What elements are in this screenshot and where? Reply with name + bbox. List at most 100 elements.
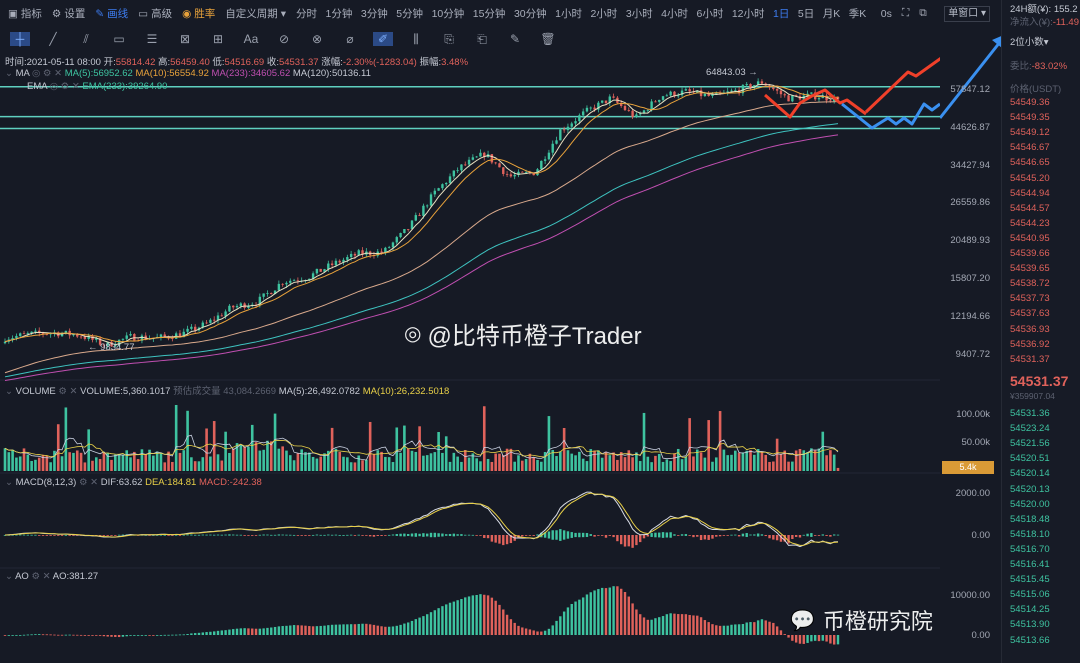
bookmark-icon[interactable]: ⎗ (477, 31, 487, 46)
ask-price[interactable]: 54539.65 (1010, 263, 1050, 275)
bid-price[interactable]: 54516.41 (1010, 559, 1050, 570)
crosshair-icon[interactable]: ┼ (10, 32, 30, 46)
period-tab[interactable]: 30分钟 (513, 8, 547, 20)
blue-arrow-path[interactable] (841, 102, 940, 130)
bid-price[interactable]: 54520.13 (1010, 483, 1050, 495)
ask-price[interactable]: 54549.35 (1010, 112, 1050, 124)
ask-price[interactable]: 54537.73 (1010, 293, 1050, 305)
bid-price[interactable]: 54531.36 (1010, 408, 1050, 419)
line-tool-icon[interactable]: ╱ (49, 32, 57, 46)
ask-price[interactable]: 54544.23 (1010, 217, 1050, 229)
period-tab[interactable]: 1分钟 (325, 8, 353, 20)
fullscreen-icon[interactable]: ⛶ (901, 7, 910, 19)
custom-period-dropdown[interactable]: 自定义周期 ▾ (225, 6, 286, 21)
gear-icon[interactable]: ⚙ (58, 386, 67, 397)
pattern-icon[interactable]: ⊠ (179, 32, 191, 46)
eye-icon[interactable]: ◎ (49, 81, 58, 92)
chart-canvas[interactable] (0, 0, 940, 663)
bid-price[interactable]: 54516.70 (1010, 543, 1050, 555)
period-tab[interactable]: 10分钟 (431, 8, 465, 20)
bid-price[interactable]: 54518.48 (1010, 513, 1050, 525)
macd-histogram-bar (794, 535, 798, 537)
ask-price[interactable]: 54544.57 (1010, 202, 1050, 214)
bars-icon[interactable]: ⫼ (413, 31, 419, 46)
period-tab[interactable]: 分时 (296, 8, 318, 20)
win-rate-button[interactable]: ◉ 胜率 (182, 6, 215, 21)
popout-icon[interactable]: ⧉ (919, 7, 927, 19)
ask-price[interactable]: 54549.12 (1010, 127, 1050, 139)
close-icon[interactable]: ✕ (42, 571, 51, 582)
bid-price[interactable]: 54520.14 (1010, 468, 1050, 480)
period-tab[interactable]: 5分钟 (396, 8, 424, 20)
ruler-icon[interactable]: ⌀ (346, 32, 354, 46)
drawing-button[interactable]: ✎ 画线 (95, 6, 128, 21)
rectangle-icon[interactable]: ▭ (113, 32, 125, 46)
ask-price[interactable]: 54545.20 (1010, 172, 1050, 184)
horizontal-lines-icon[interactable]: ☰ (146, 32, 158, 46)
bid-price[interactable]: 54513.66 (1010, 634, 1050, 646)
candle-body (349, 253, 353, 258)
red-arrow-up[interactable] (864, 36, 940, 114)
gear-icon[interactable]: ⚙ (31, 571, 40, 582)
close-icon[interactable]: ✕ (71, 81, 80, 92)
close-icon[interactable]: ✕ (54, 68, 63, 79)
bid-price[interactable]: 54520.00 (1010, 498, 1050, 510)
magnet-icon[interactable]: ⊘ (278, 32, 290, 46)
period-tab[interactable]: 4小时 (661, 8, 688, 20)
text-icon[interactable]: Aa (243, 32, 259, 46)
ask-price[interactable]: 54540.95 (1010, 232, 1050, 244)
amount-24h: 24H额(¥): 155.2 (1010, 4, 1078, 15)
advanced-button[interactable]: ▭ 高级 (138, 6, 172, 21)
eye-icon[interactable]: ◎ (31, 68, 41, 79)
indicators-button[interactable]: ▣ 指标 (8, 6, 42, 21)
bid-price[interactable]: 54515.45 (1010, 574, 1050, 586)
settings-button[interactable]: ⚙ 设置 (52, 6, 85, 21)
gear-icon[interactable]: ⚙ (42, 68, 52, 79)
drawn-arrows[interactable] (764, 32, 940, 130)
price-axis-label: 26559.86 (950, 197, 990, 209)
ask-price[interactable]: 54546.65 (1010, 157, 1050, 169)
bid-price[interactable]: 54513.90 (1010, 619, 1050, 631)
window-mode-dropdown[interactable]: 单窗口 ▾ (944, 5, 990, 22)
trash-icon[interactable]: 🗑 (540, 32, 556, 46)
period-tab[interactable]: 3分钟 (360, 8, 388, 20)
ask-price[interactable]: 54536.93 (1010, 323, 1050, 335)
bid-price[interactable]: 54521.56 (1010, 438, 1050, 450)
add-box-icon[interactable]: ⊞ (212, 32, 224, 46)
gear-icon[interactable]: ⚙ (60, 81, 70, 92)
bid-price[interactable]: 54518.10 (1010, 528, 1050, 540)
ask-price[interactable]: 54549.36 (1010, 97, 1050, 108)
ask-price[interactable]: 54538.72 (1010, 278, 1050, 290)
edit-icon[interactable]: ✎ (509, 32, 521, 46)
period-tab[interactable]: 12小时 (731, 8, 765, 20)
brush-icon[interactable]: ✐ (373, 32, 393, 46)
ask-price[interactable]: 54537.63 (1010, 308, 1050, 320)
period-tab[interactable]: 季K (848, 8, 867, 20)
period-tab[interactable]: 1小时 (555, 8, 582, 20)
period-tab[interactable]: 5日 (797, 8, 815, 20)
period-tab[interactable]: 月K (822, 8, 841, 20)
bid-price[interactable]: 54515.06 (1010, 589, 1050, 601)
ask-price[interactable]: 54536.92 (1010, 338, 1050, 350)
period-tab[interactable]: 2小时 (590, 8, 618, 20)
close-icon[interactable]: ✕ (69, 386, 78, 397)
red-arrow-down[interactable] (764, 88, 867, 119)
period-tab[interactable]: 6小时 (696, 8, 724, 20)
ask-price[interactable]: 54531.37 (1010, 353, 1050, 365)
ask-price[interactable]: 54539.66 (1010, 248, 1050, 259)
period-tab[interactable]: 15分钟 (472, 8, 506, 20)
gear-icon[interactable]: ⚙ (78, 477, 88, 488)
bid-price[interactable]: 54523.24 (1010, 423, 1050, 435)
ask-price[interactable]: 54546.67 (1010, 142, 1050, 154)
copy-icon[interactable]: ⎘ (444, 31, 454, 46)
bid-price[interactable]: 54520.51 (1010, 453, 1050, 465)
lock-draw-icon[interactable]: ⊗ (311, 32, 323, 46)
decimals-dropdown[interactable]: 2位小数▾ (1010, 37, 1049, 48)
close-icon[interactable]: ✕ (90, 477, 99, 488)
bid-price[interactable]: 54514.25 (1010, 604, 1050, 616)
period-tab[interactable]: 3小时 (625, 8, 653, 20)
ask-price[interactable]: 54544.94 (1010, 187, 1050, 199)
macd-histogram-bar (764, 535, 767, 537)
parallel-line-icon[interactable]: ⫽ (83, 31, 89, 46)
period-tab[interactable]: 1日 (773, 8, 790, 20)
